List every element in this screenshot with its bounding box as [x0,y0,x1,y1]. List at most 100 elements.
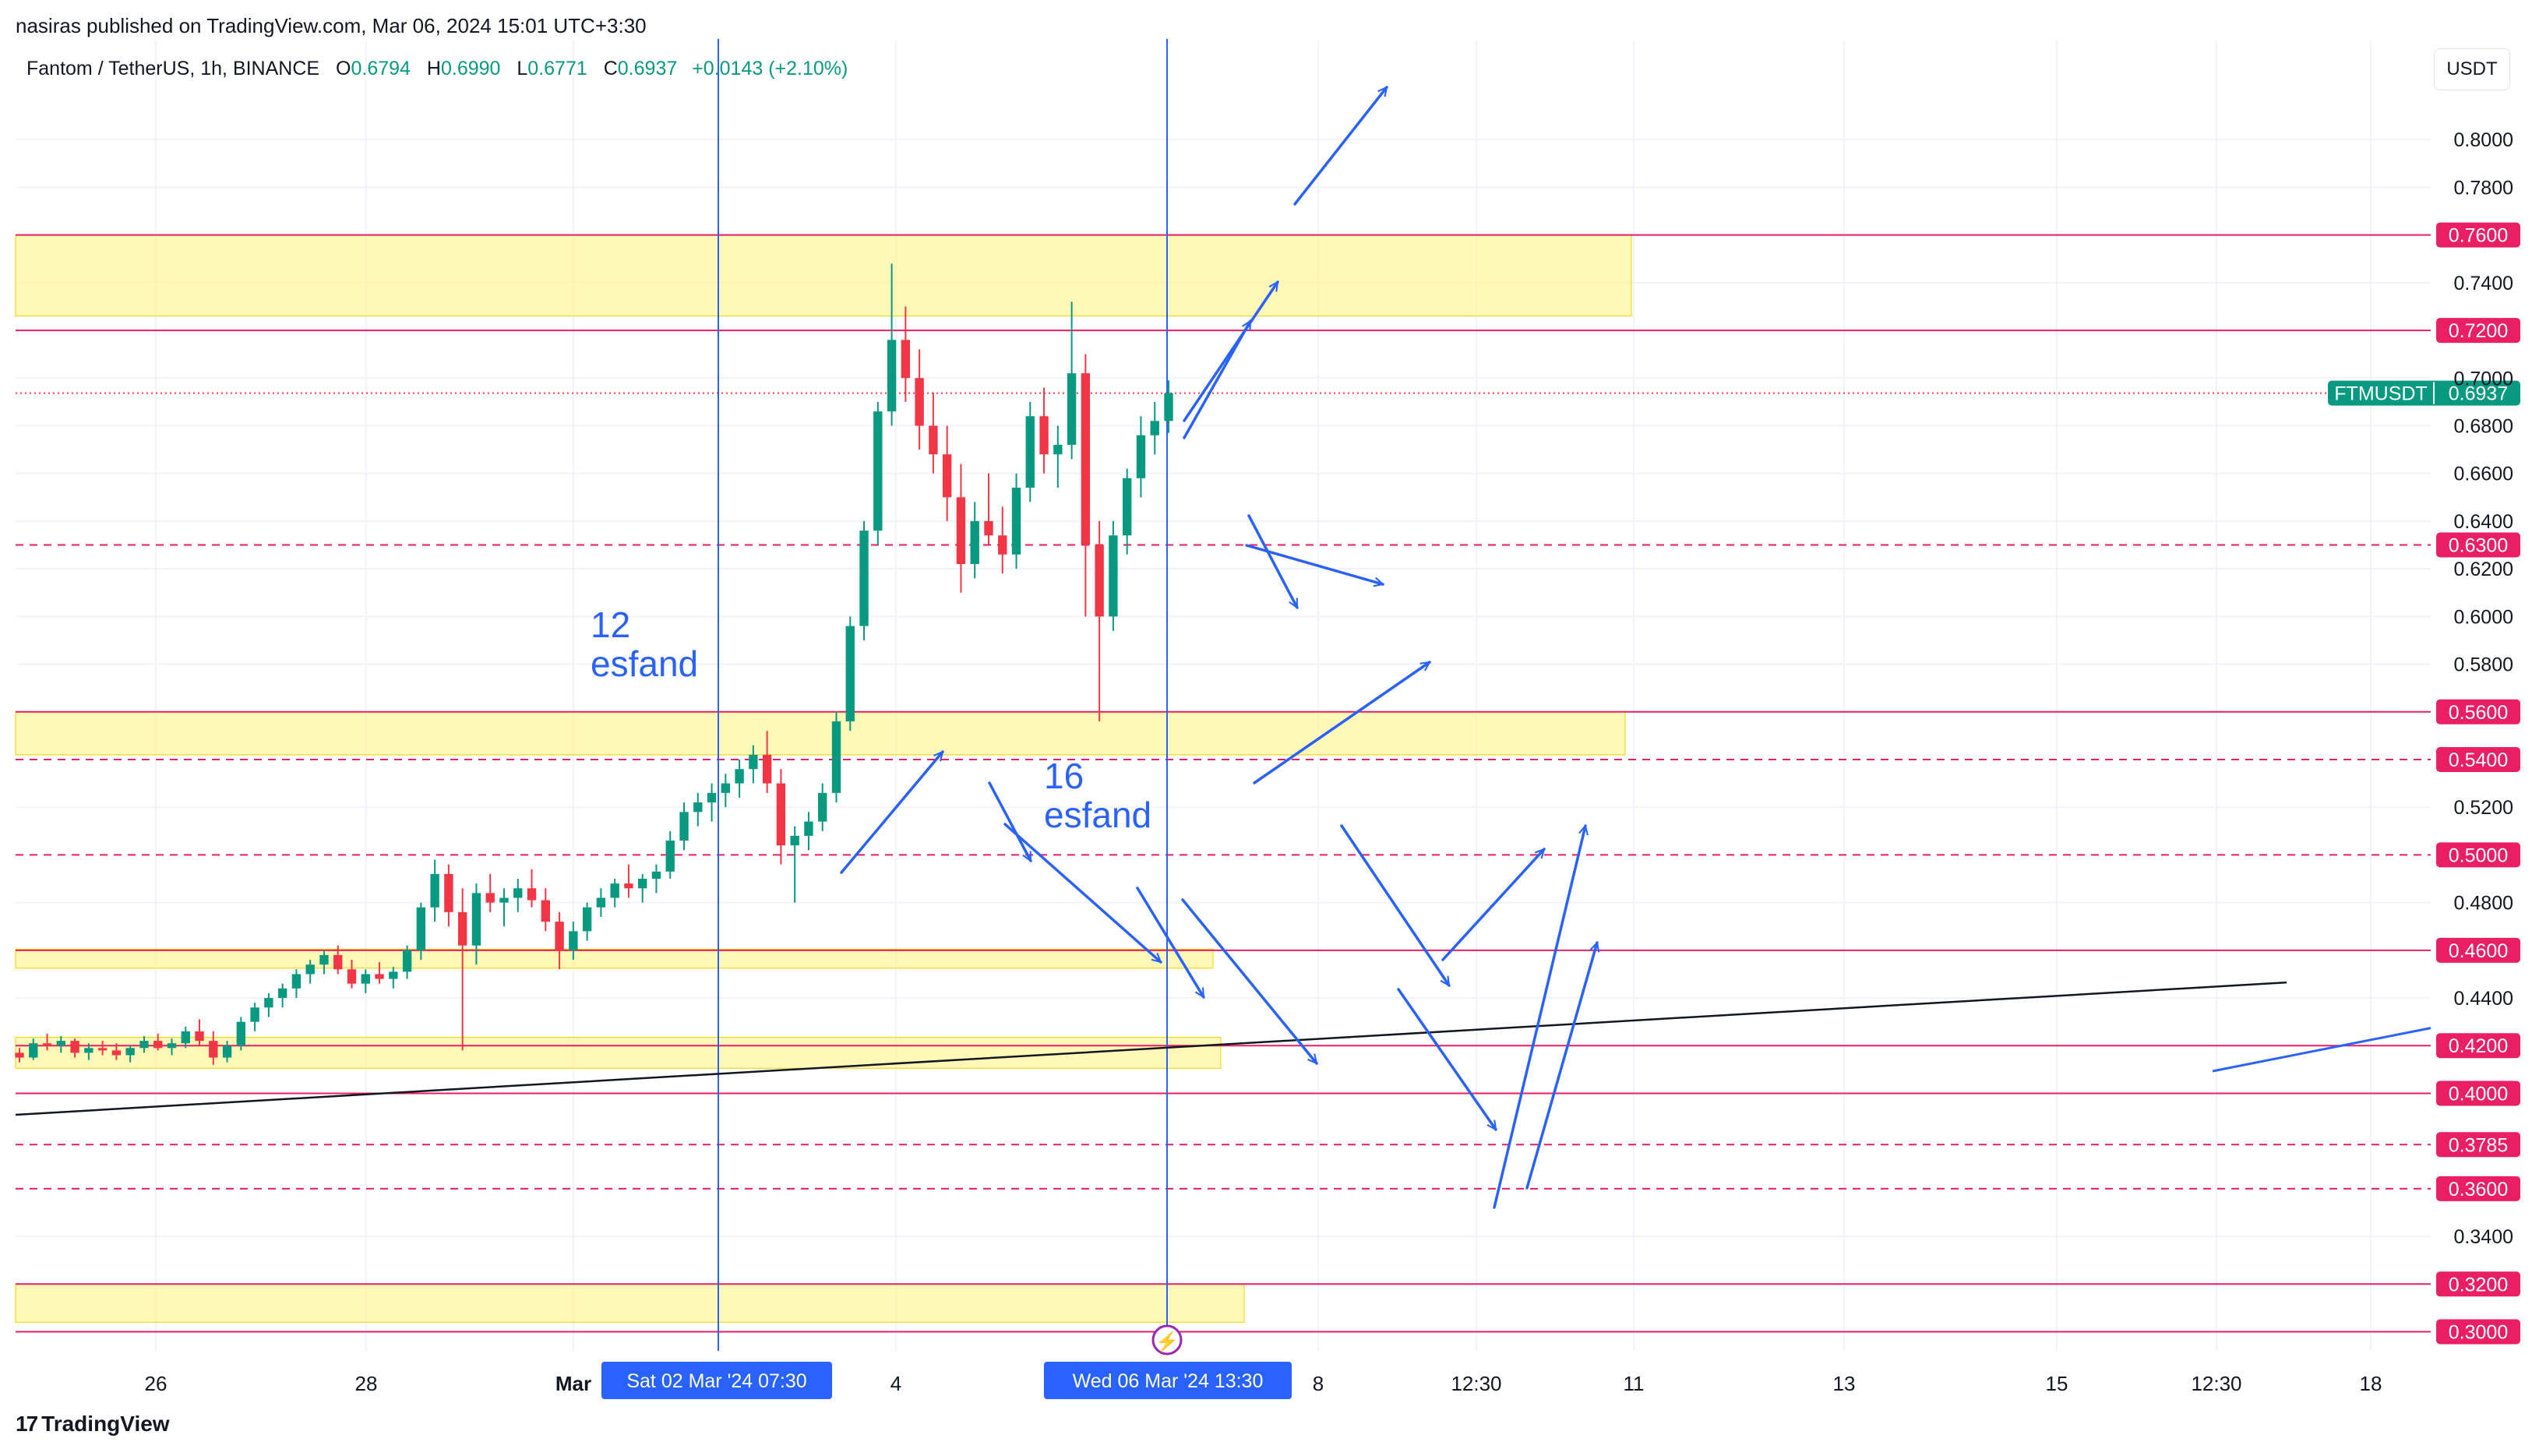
candle-body [375,974,384,979]
zone-rect [15,234,1632,317]
forecast-arrow [1253,661,1430,784]
tradingview-logo-icon: 17 [16,1412,38,1436]
tradingview-brand[interactable]: 17 TradingView [16,1412,170,1437]
level-badge [2436,1271,2520,1297]
legend-close-value: 0.6937 [617,58,678,79]
legend-change: +0.0143 (+2.10%) [692,58,848,79]
candle-body [153,1041,163,1049]
legend-symbol[interactable]: Fantom / TetherUS, 1h, BINANCE [26,58,320,79]
candle-body [250,1007,259,1022]
candle-body [1025,416,1035,488]
bolt-glyph-icon: ⚡ [1155,1331,1179,1352]
annotation-line1: 12 [591,605,630,645]
forecast-arrow [1525,943,1597,1190]
forecast-arrow [1441,848,1546,961]
y-tick-label: 0.4400 [2454,988,2513,1010]
brand-text: TradingView [41,1412,170,1436]
currency-button[interactable]: USDT [2434,48,2510,90]
black-trendline [15,981,2287,1116]
legend-low-label: L [517,58,528,79]
forecast-arrow [840,752,944,874]
forecast-arrow [988,781,1032,861]
level-badge [2436,318,2520,344]
level-badge-text: 0.3000 [2449,1322,2508,1344]
candle-body [970,520,979,565]
y-tick-label: 0.6800 [2454,415,2513,437]
x-tick-label: 12:30 [2191,1372,2241,1395]
candle-body [457,911,467,946]
zone-rect [15,1037,1222,1069]
candle-body [444,873,453,912]
level-badge-text: 0.6300 [2449,535,2508,557]
last-price-value: 0.6937 [2449,383,2508,405]
forecast-arrow [1493,826,1585,1209]
candle-body [665,841,675,872]
candle-body [1039,416,1049,455]
candle-body [236,1021,246,1046]
candle-body [70,1041,79,1053]
candle-body [804,821,813,836]
x-tick-label: 11 [1624,1372,1645,1395]
forecast-arrow [1245,544,1383,584]
legend-low-value: 0.6771 [527,58,587,79]
zone-rect [15,1283,1245,1323]
candle-body [527,888,537,901]
candle-body [111,1050,122,1056]
zone-rect [15,711,1626,756]
candle-body [195,1031,204,1042]
candle-body [1067,373,1077,445]
level-badge-text: 0.5600 [2449,702,2508,724]
hover-time-text: Sat 02 Mar '24 07:30 [626,1370,806,1392]
level-badge [2436,1081,2520,1106]
annotation-line2: esfand [591,643,698,684]
price-axis[interactable]: 0.7600 0.7200 0.6300 0.5600 0.5400 0.5000 0.46… [2328,129,2520,1345]
candle-body [499,897,509,903]
trendlines [15,981,2431,1116]
level-badge [2436,699,2520,724]
forecast-arrow [1183,282,1279,422]
x-tick-label: 18 [2360,1372,2382,1395]
candle-body [790,835,799,846]
candle-body [998,535,1007,555]
candle-body [679,812,689,841]
candle-body [569,931,578,950]
candle-body [56,1041,65,1046]
candle-body [901,340,911,379]
candle-body [15,1052,24,1058]
candle-body [541,900,550,922]
x-tick-label: 15 [2046,1372,2068,1395]
annotation-line2: esfand [1044,795,1151,835]
annotation-line1: 16 [1044,756,1084,796]
candle-body [707,792,717,803]
x-tick-label: 8 [1313,1372,1324,1395]
candle-body [873,411,883,531]
level-badge [2436,937,2520,963]
candle-body [762,754,772,784]
candlestick-series [15,263,1173,1065]
level-badge-text: 0.7600 [2449,225,2508,247]
candle-body [277,988,287,999]
forecast-arrow [1003,823,1161,964]
x-tick-label: 28 [355,1372,378,1395]
candle-body [651,871,661,880]
candle-body [42,1043,52,1046]
vertical-time-lines [718,39,1168,1351]
x-tick-label: 13 [1833,1372,1856,1395]
forecast-arrow [1136,887,1205,997]
y-tick-label: 0.6400 [2454,511,2513,533]
forecast-arrow [1340,824,1451,985]
time-axis[interactable]: 26 28 Mar 4 8 12:30 11 13 15 12:30 18 Sat 02 Mar '2… [145,1324,2382,1399]
candle-body [555,922,564,950]
candle-body [610,883,619,898]
candle-body [818,792,827,822]
candle-body [471,893,481,946]
level-badge [2436,1176,2520,1201]
candle-body [222,1045,232,1058]
candle-body [984,520,993,536]
legend-high-label: H [426,58,441,79]
blue-trendline [2212,1027,2431,1073]
candle-body [776,783,786,846]
y-tick-label: 0.6000 [2454,606,2513,628]
